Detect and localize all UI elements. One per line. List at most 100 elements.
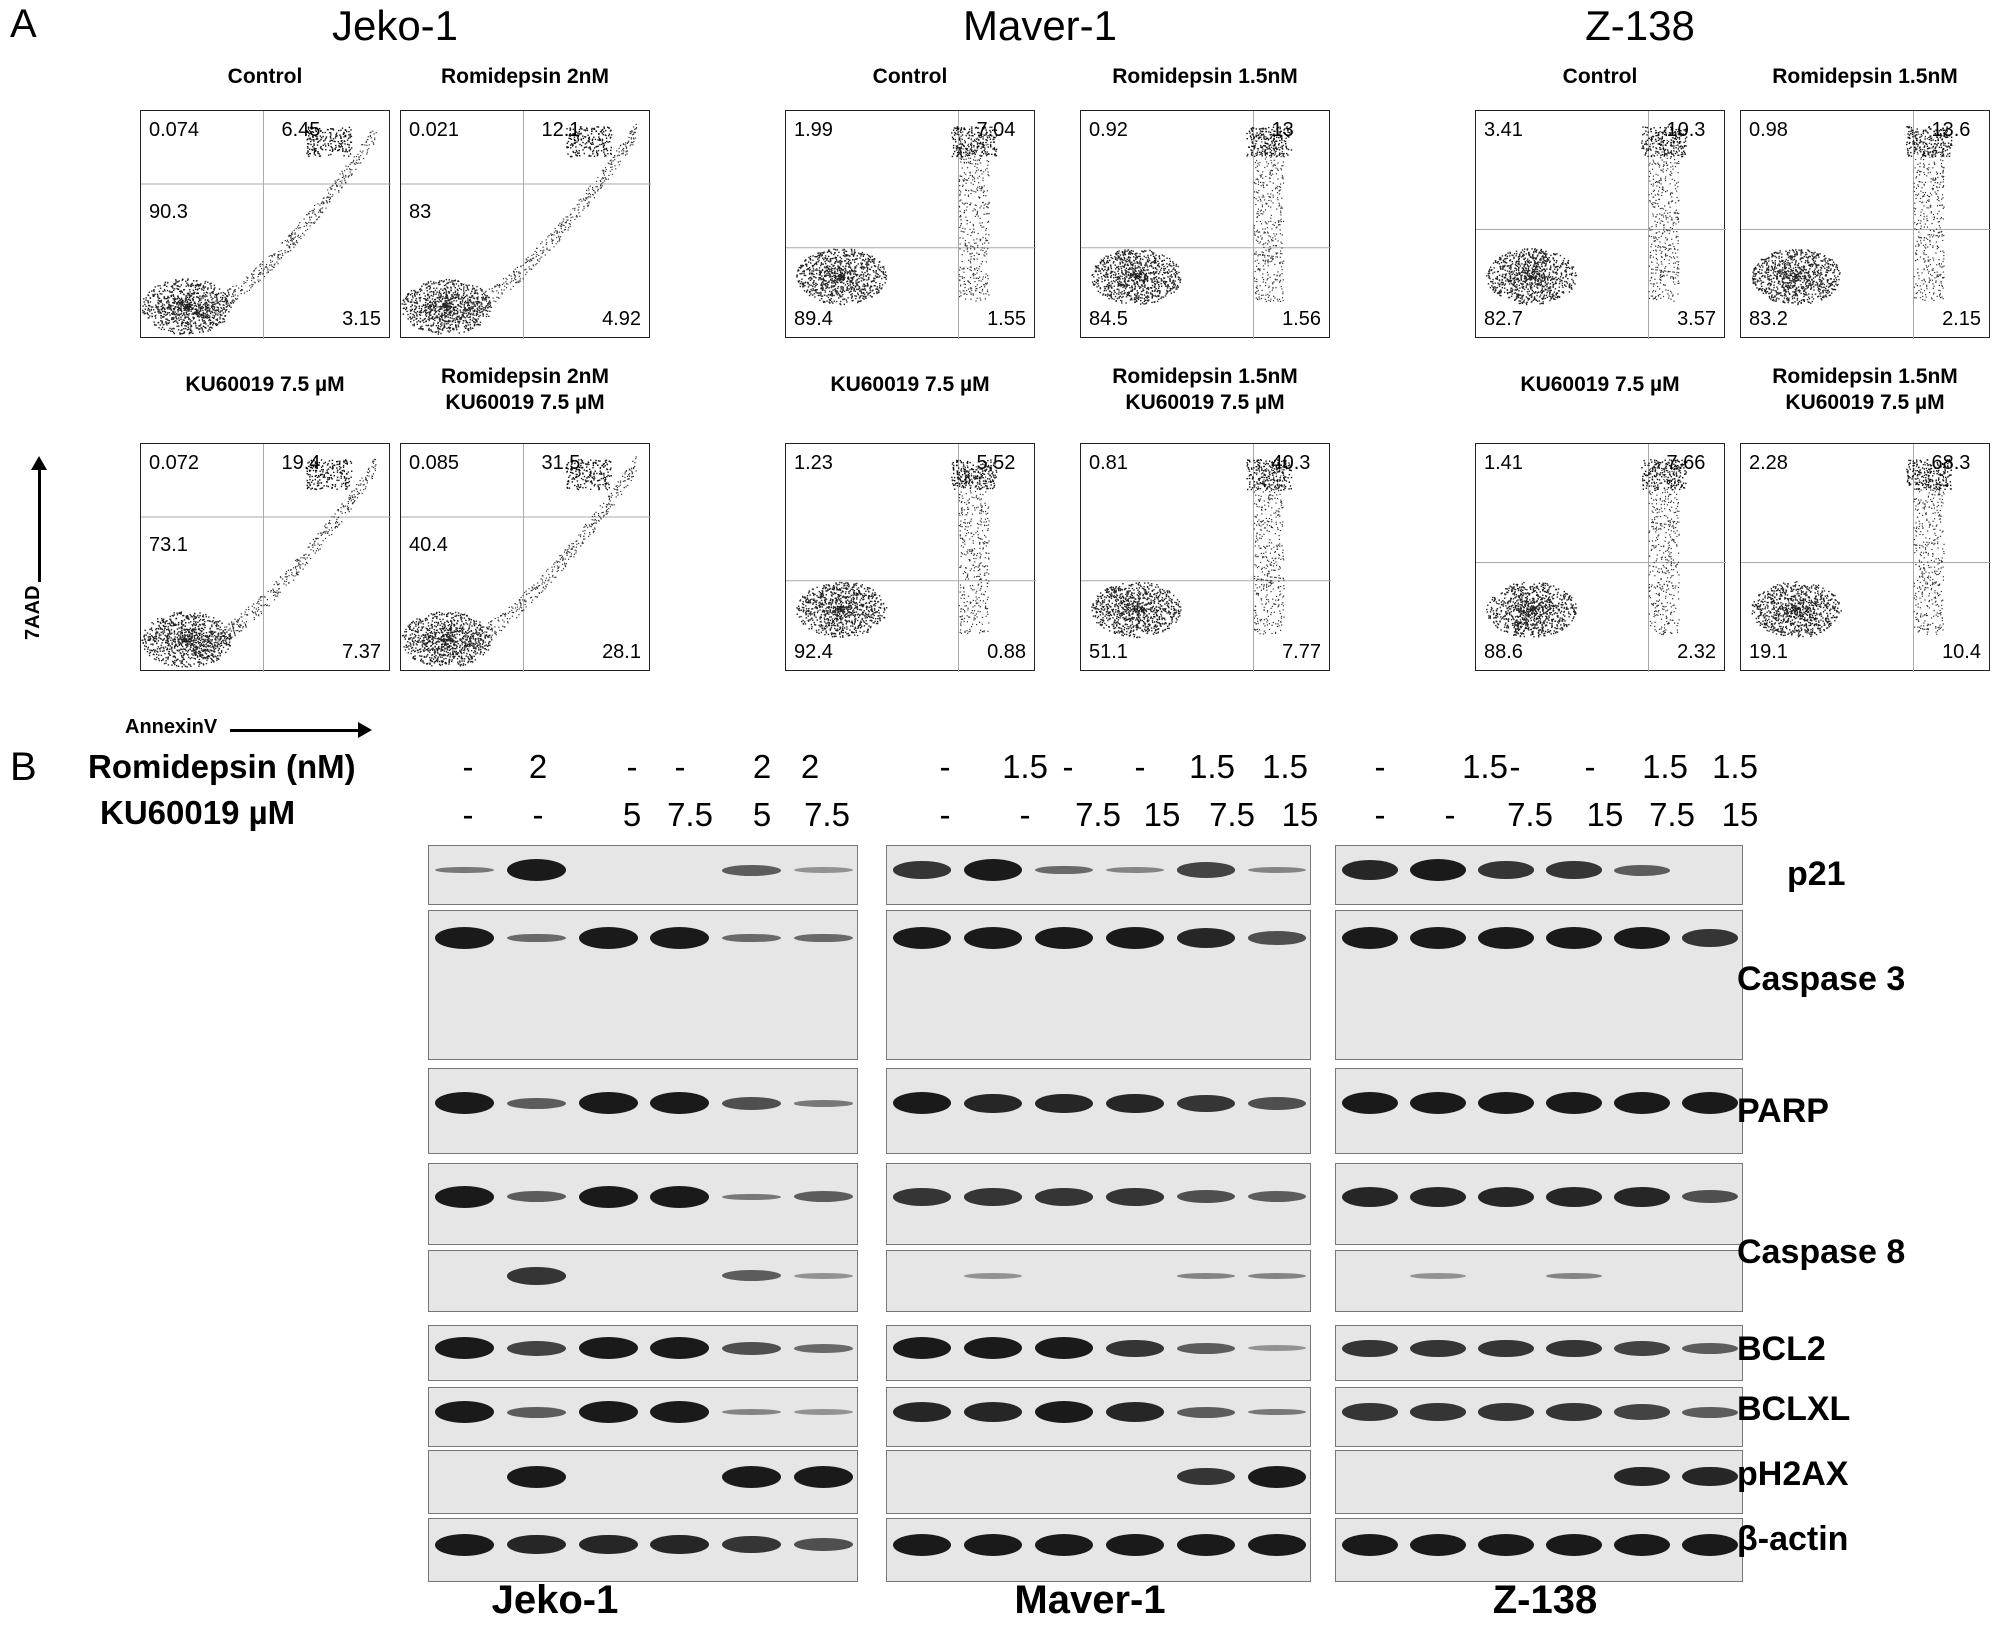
condition-title: KU60019 7.5 µM [830, 372, 989, 398]
ku60019-dose: - [939, 796, 951, 833]
blot-strip [428, 1325, 858, 1381]
blot-band [1682, 1466, 1738, 1487]
romidepsin-dose: - [462, 748, 474, 785]
blot-strip [886, 845, 1311, 905]
quadrant-upper-right: 5.52 [976, 452, 1016, 474]
quadrant-lower-right: 3.57 [1677, 308, 1716, 330]
quadrant-upper-right: 31.5 [541, 452, 581, 474]
ku60019-dose: 5 [622, 796, 642, 833]
quadrant-lower-left: 83.2 [1749, 308, 1788, 330]
blot-band [507, 1465, 566, 1488]
blot-band [722, 1096, 781, 1110]
blot-strip [428, 1250, 858, 1312]
condition-line: KU60019 7.5 µM [185, 373, 345, 396]
blot-strip [428, 845, 858, 905]
blot-band [507, 1097, 566, 1109]
scatter-plot: 0.074 6.45 90.3 3.15 [140, 110, 391, 339]
y-axis-label: 7AAD [22, 585, 44, 640]
quadrant-lower-left: 82.7 [1484, 308, 1523, 330]
blot-band [578, 1092, 638, 1115]
blot-band [1410, 1186, 1466, 1207]
ku60019-dose: - [1444, 796, 1456, 833]
quadrant-upper-left: 2.28 [1749, 452, 1788, 474]
blot-band [964, 1402, 1023, 1422]
condition-title: Romidepsin 2nM KU60019 7.5 µM [441, 364, 609, 416]
blot-strip [886, 1325, 1311, 1381]
romidepsin-row-label: Romidepsin (nM) [88, 748, 356, 785]
condition-title: Romidepsin 2nM [441, 64, 609, 90]
blot-band [1410, 1403, 1466, 1421]
blot-band [1247, 1533, 1306, 1556]
quadrant-upper-right: 19.4 [281, 452, 321, 474]
quadrant-upper-right: 13 [1271, 119, 1294, 141]
blot-strip [1335, 1325, 1743, 1381]
blot-band [1035, 1093, 1094, 1114]
protein-label: PARP [1737, 1092, 1829, 1130]
blot-band [1682, 1533, 1738, 1556]
blot-band [650, 1401, 710, 1423]
blot-band [1478, 1403, 1534, 1421]
blot-band [722, 1341, 781, 1355]
blot-band [1035, 1401, 1094, 1423]
ku60019-dose: 5 [752, 796, 772, 833]
blot-strip [886, 1450, 1311, 1514]
blot-strip [886, 1250, 1311, 1312]
blot-band [793, 1409, 853, 1415]
protein-label: Caspase 3 [1737, 960, 1906, 998]
condition-title: Control [873, 64, 948, 90]
romidepsin-dose: - [939, 748, 951, 785]
blot-band [793, 1344, 853, 1353]
quadrant-lower-right: 7.77 [1282, 641, 1321, 663]
bottom-label-jeko: Jeko-1 [491, 1578, 619, 1622]
blot-band [1410, 1533, 1466, 1556]
blot-band [650, 1337, 710, 1360]
protein-label: BCL2 [1737, 1330, 1826, 1368]
blot-band [1342, 1339, 1398, 1358]
scatter-plot: 0.072 19.4 73.1 7.37 [140, 443, 391, 672]
scatter-plot: 0.92 13 84.5 1.56 [1080, 110, 1331, 339]
condition-line: Control [872, 65, 948, 88]
romidepsin-dose: 2 [528, 748, 548, 785]
blot-band [1410, 1272, 1466, 1279]
quadrant-lower-left: 89.4 [794, 308, 833, 330]
quadrant-lower-left: 90.3 [149, 201, 188, 223]
romidepsin-dose: - [1374, 748, 1386, 785]
blot-band [1247, 867, 1306, 873]
blot-band [1035, 1188, 1094, 1206]
condition-line: Romidepsin 1.5nM [1112, 65, 1298, 88]
ku60019-dose: 7.5 [804, 796, 850, 833]
quadrant-lower-left: 19.1 [1749, 641, 1788, 663]
ku60019-dose: 7.5 [1209, 796, 1255, 833]
romidepsin-dose: 1.5 [1189, 748, 1235, 785]
condition-line: Romidepsin 2nM [440, 365, 610, 388]
quadrant-upper-left: 1.23 [794, 452, 833, 474]
blot-band [793, 933, 853, 943]
blot-band [578, 1534, 638, 1555]
blot-band [1247, 931, 1306, 945]
bottom-label-z138: Z-138 [1492, 1578, 1598, 1622]
protein-label: p21 [1787, 855, 1846, 893]
blot-band [435, 1533, 495, 1556]
condition-title: Control [228, 64, 303, 90]
quadrant-lower-left: 92.4 [794, 641, 833, 663]
blot-band [1176, 1406, 1235, 1418]
quadrant-lower-right: 10.4 [1942, 641, 1981, 663]
romidepsin-dose: - [1584, 748, 1596, 785]
blot-band [435, 1092, 495, 1115]
blot-band [893, 927, 952, 949]
blot-band [1614, 864, 1670, 876]
blot-band [1478, 1339, 1534, 1358]
blot-band [793, 1191, 853, 1203]
cell-title-maver: Maver-1 [962, 2, 1118, 49]
blot-band [1247, 1272, 1306, 1279]
blot-strip [886, 1387, 1311, 1447]
blot-band [578, 1337, 638, 1360]
blot-strip [1335, 1068, 1743, 1154]
condition-line: Romidepsin 2nM [440, 65, 610, 88]
quadrant-lower-right: 3.15 [342, 308, 381, 330]
ku60019-dose: - [532, 796, 544, 833]
scatter-plot: 1.99 7.04 89.4 1.55 [785, 110, 1036, 339]
condition-line: Romidepsin 1.5nM [1772, 365, 1958, 388]
blot-band [1682, 1342, 1738, 1354]
blot-band [893, 1092, 952, 1115]
